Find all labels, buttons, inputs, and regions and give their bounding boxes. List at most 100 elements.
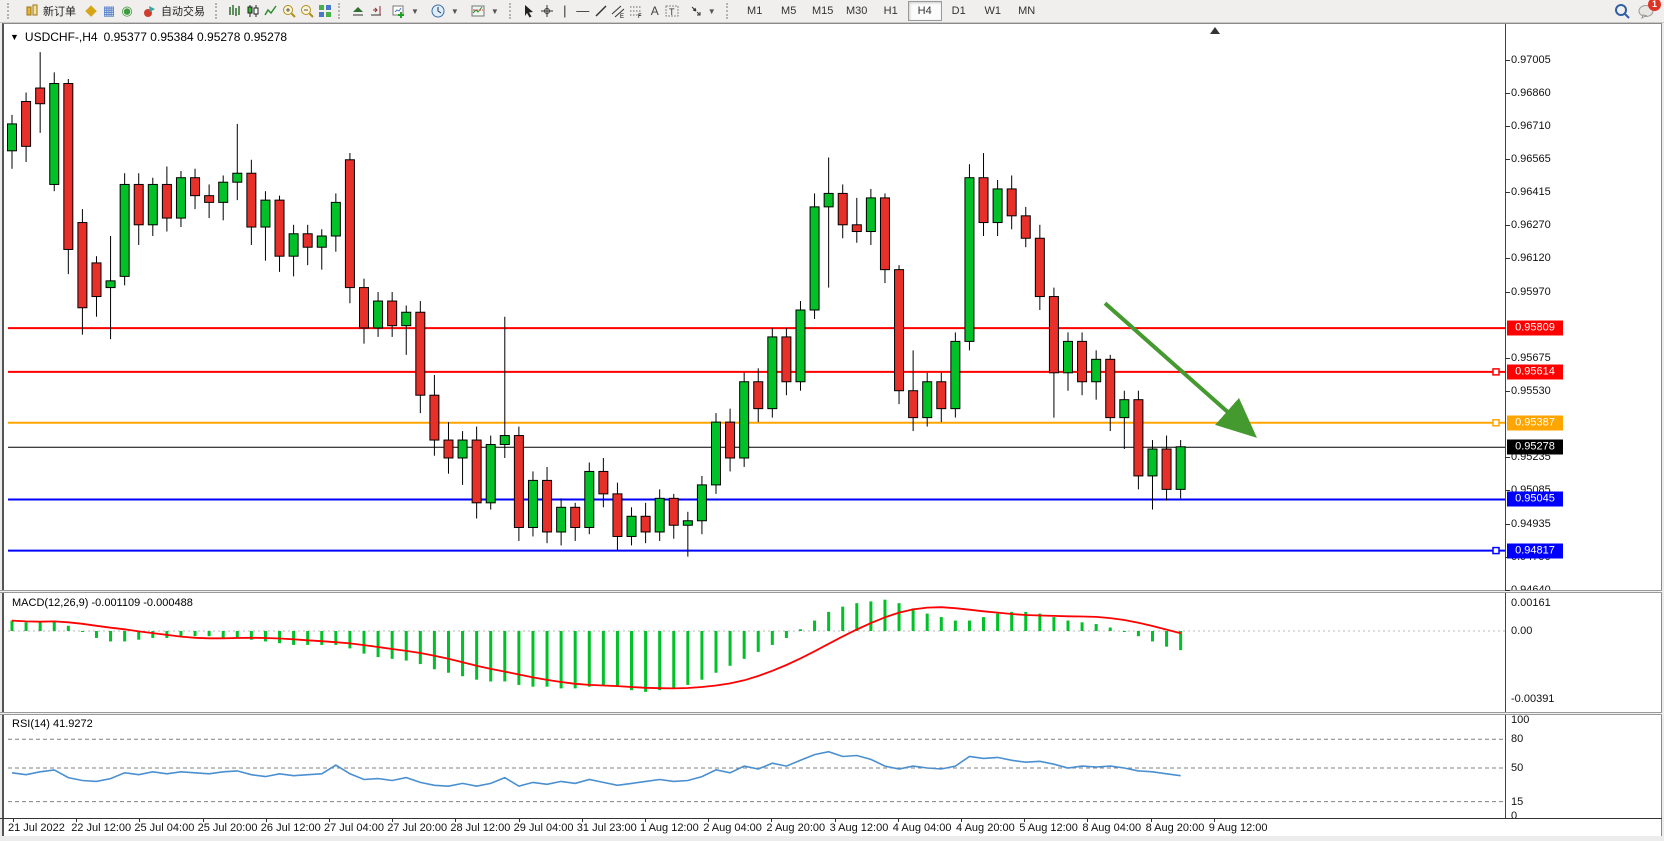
arrows-tool-button[interactable]: ▼: [683, 0, 721, 22]
data-window-icon[interactable]: ▦: [102, 3, 116, 18]
time-tickmark: [13, 818, 14, 822]
time-label: 4 Aug 20:00: [956, 822, 1015, 834]
timeframe-M1[interactable]: M1: [747, 5, 763, 17]
price-axis-border: [1505, 24, 1506, 818]
time-tickmark: [581, 818, 583, 822]
time-label: 29 Jul 04:00: [513, 822, 574, 834]
time-tickmark: [329, 818, 330, 822]
line-chart-icon[interactable]: [263, 3, 279, 19]
new-chart-button[interactable]: ▼: [386, 0, 424, 22]
time-label: 25 Jul 20:00: [197, 822, 258, 834]
time-tickmark: [455, 818, 457, 822]
svg-text:F: F: [638, 14, 642, 19]
price-line-badge: 0.94817: [1507, 543, 1563, 559]
timeframe-W1[interactable]: W1: [984, 5, 1001, 17]
price-tick: 0.96565: [1511, 152, 1551, 165]
time-label: 2 Aug 20:00: [766, 822, 826, 834]
svg-text:T: T: [669, 7, 675, 17]
notification-badge: 1: [1648, 0, 1661, 11]
autotrading-button[interactable]: 自动交易: [137, 0, 210, 22]
periodicity-button[interactable]: ▼: [426, 0, 464, 22]
new-order-button[interactable]: 新订单: [19, 0, 81, 22]
rsi-axis-label: 50: [1511, 762, 1524, 774]
time-tickmark: [202, 818, 204, 822]
time-label: 25 Jul 04:00: [134, 822, 195, 834]
trendline-icon[interactable]: [593, 3, 609, 19]
price-tickmark: [1505, 224, 1510, 226]
macd-axis-label: -0.00391: [1511, 693, 1555, 705]
new-chart-icon: [391, 3, 407, 19]
time-label: 27 Jul 04:00: [324, 822, 384, 834]
text-icon[interactable]: A: [650, 4, 659, 18]
time-label: 1 Aug 12:00: [640, 822, 699, 834]
price-tick: 0.95675: [1511, 352, 1551, 365]
time-label: 27 Jul 20:00: [387, 822, 448, 834]
text-label-icon[interactable]: T: [665, 3, 681, 19]
new-order-label: 新订单: [43, 6, 76, 18]
toolbar-grip: [508, 3, 516, 19]
price-tickmark: [1505, 490, 1510, 492]
time-label: 5 Aug 12:00: [1019, 822, 1078, 834]
price-line-badge: 0.95809: [1507, 320, 1563, 336]
time-tickmark: [76, 818, 78, 822]
vertical-line-icon[interactable]: |: [563, 3, 567, 18]
rsi-canvas[interactable]: [0, 715, 1506, 818]
rsi-axis-label: 80: [1511, 733, 1524, 746]
fibonacci-icon[interactable]: F: [629, 3, 645, 19]
symbol-title[interactable]: ▼ USDCHF-,H4 0.95377 0.95384 0.95278 0.9…: [10, 30, 287, 44]
timeframe-D1[interactable]: D1: [951, 5, 966, 17]
window-bottom-margin: [0, 836, 1664, 841]
notifications-icon[interactable]: 1: [1638, 0, 1661, 19]
time-tickmark: [708, 818, 710, 822]
price-tickmark: [1505, 292, 1510, 294]
zoom-out-icon[interactable]: [299, 3, 315, 19]
symbol-dropdown-icon[interactable]: ▼: [10, 32, 19, 42]
autotrading-icon: [142, 3, 158, 19]
time-label: 4 Aug 04:00: [892, 822, 952, 834]
chart-templates-button[interactable]: ▼: [466, 0, 504, 22]
chart-shift-marker[interactable]: [1210, 27, 1220, 34]
crosshair-icon[interactable]: [539, 3, 555, 19]
timeframe-H1[interactable]: H1: [883, 5, 898, 17]
pane-separator-rsi[interactable]: [0, 712, 1662, 715]
cursor-icon[interactable]: [521, 3, 537, 19]
price-tickmark: [1505, 126, 1510, 128]
zoom-in-icon[interactable]: [281, 3, 297, 19]
timeframe-MN[interactable]: MN: [1018, 5, 1036, 17]
tile-windows-icon[interactable]: [317, 3, 333, 19]
navigator-icon[interactable]: ◉: [121, 3, 133, 18]
auto-scroll-icon[interactable]: [350, 3, 366, 19]
price-tickmark: [1505, 456, 1510, 458]
bar-chart-icon[interactable]: [227, 3, 243, 19]
market-watch-icon[interactable]: ◆: [85, 2, 97, 19]
price-tick: 0.96415: [1511, 186, 1551, 199]
timeframe-M15[interactable]: M15: [811, 5, 834, 17]
timeframe-M5[interactable]: M5: [781, 5, 797, 17]
price-chart-canvas[interactable]: [0, 24, 1506, 590]
timeframe-H4[interactable]: H4: [907, 1, 942, 21]
new-order-icon: [24, 3, 40, 19]
equidistant-channel-icon[interactable]: E: [611, 3, 627, 19]
macd-canvas[interactable]: [0, 593, 1506, 712]
price-tickmark: [1505, 92, 1510, 94]
chart-shift-icon[interactable]: [368, 3, 384, 19]
toolbar-grip: [7, 3, 14, 19]
toolbar-grip: [338, 3, 345, 19]
dropdown-caret-icon: ▼: [450, 6, 459, 16]
time-label: 9 Aug 12:00: [1208, 822, 1268, 834]
price-tickmark: [1505, 60, 1510, 61]
price-tick: 0.95970: [1511, 286, 1551, 299]
price-line-badge: 0.95278: [1507, 439, 1563, 455]
price-tickmark: [1505, 590, 1510, 592]
time-tickmark: [834, 818, 836, 822]
price-line-badge: 0.95387: [1507, 415, 1563, 431]
main-toolbar: 新订单 ◆ ▦ ◉ 自动交易 ▼ ▼: [0, 0, 1664, 23]
timeframe-M30[interactable]: M30: [845, 5, 868, 17]
time-label: 2 Aug 04:00: [703, 822, 762, 834]
candlestick-chart-icon[interactable]: [245, 3, 261, 19]
horizontal-line-icon[interactable]: —: [576, 3, 590, 18]
pane-separator-macd[interactable]: [0, 590, 1662, 593]
rsi-axis-label: 0: [1511, 810, 1518, 822]
dropdown-caret-icon: ▼: [411, 6, 419, 16]
search-icon[interactable]: [1614, 3, 1630, 19]
